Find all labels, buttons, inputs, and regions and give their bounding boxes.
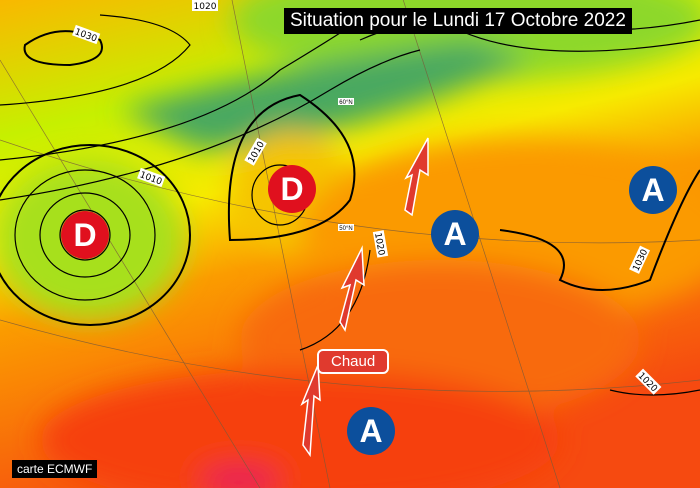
latitude-label: 50°N — [339, 226, 352, 232]
high-pressure-marker: A — [431, 210, 479, 258]
high-pressure-marker: A — [347, 407, 395, 455]
high-pressure-marker: A — [629, 166, 677, 214]
warm-arrow-icon — [300, 364, 321, 458]
warm-air-label: Chaud — [317, 349, 390, 374]
low-pressure-marker: D — [61, 211, 109, 259]
svg-text:1020: 1020 — [372, 232, 386, 257]
svg-text:1020: 1020 — [194, 2, 217, 12]
source-credit: carte ECMWF — [12, 460, 98, 478]
map-title: Situation pour le Lundi 17 Octobre 2022 — [284, 8, 632, 34]
warm-arrow-icon — [404, 137, 429, 217]
isobar-label: 1020 — [192, 0, 218, 12]
low-pressure-marker: D — [268, 165, 316, 213]
latitude-label: 60°N — [339, 100, 352, 106]
warm-arrow-icon — [339, 245, 365, 332]
isobar-label: 1020 — [372, 230, 389, 258]
